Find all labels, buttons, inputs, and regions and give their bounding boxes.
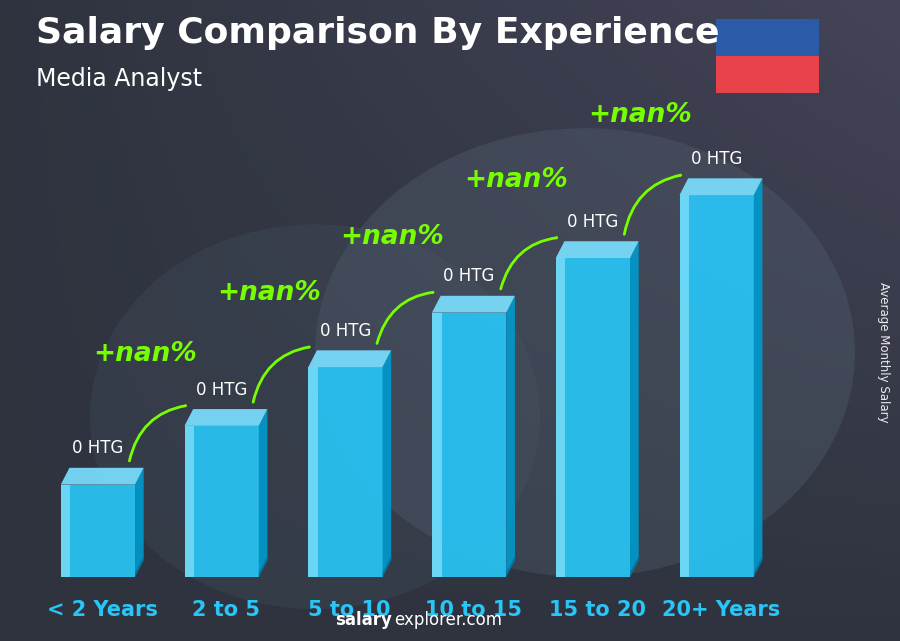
Polygon shape: [680, 195, 754, 577]
Polygon shape: [308, 351, 392, 367]
Polygon shape: [680, 195, 689, 577]
Polygon shape: [680, 178, 762, 195]
Polygon shape: [754, 556, 762, 577]
Text: 5 to 10: 5 to 10: [309, 600, 391, 620]
Polygon shape: [556, 258, 565, 577]
Polygon shape: [308, 367, 318, 577]
Polygon shape: [184, 409, 267, 426]
Polygon shape: [506, 296, 515, 577]
FancyArrowPatch shape: [625, 175, 680, 235]
Text: explorer.com: explorer.com: [394, 612, 502, 629]
Polygon shape: [556, 241, 639, 258]
Polygon shape: [135, 556, 144, 577]
Polygon shape: [432, 313, 506, 577]
Text: +nan%: +nan%: [464, 167, 568, 193]
Bar: [716, 19, 819, 56]
Polygon shape: [506, 556, 515, 577]
Text: 0 HTG: 0 HTG: [72, 439, 123, 457]
Text: Average Monthly Salary: Average Monthly Salary: [878, 282, 890, 423]
Polygon shape: [259, 556, 267, 577]
Polygon shape: [308, 367, 382, 577]
Polygon shape: [432, 296, 515, 313]
Text: 15 to 20: 15 to 20: [549, 600, 645, 620]
Text: 0 HTG: 0 HTG: [444, 267, 495, 285]
FancyArrowPatch shape: [130, 406, 185, 461]
Text: 0 HTG: 0 HTG: [320, 322, 371, 340]
Text: 0 HTG: 0 HTG: [196, 381, 248, 399]
Text: 20+ Years: 20+ Years: [662, 600, 780, 620]
Text: 0 HTG: 0 HTG: [567, 213, 618, 231]
Text: < 2 Years: < 2 Years: [47, 600, 158, 620]
Polygon shape: [432, 313, 442, 577]
Text: 2 to 5: 2 to 5: [192, 600, 260, 620]
Bar: [716, 56, 819, 93]
Polygon shape: [382, 351, 392, 577]
Text: +nan%: +nan%: [217, 280, 320, 306]
Text: 0 HTG: 0 HTG: [691, 150, 742, 168]
Polygon shape: [184, 426, 259, 577]
Polygon shape: [630, 241, 639, 577]
FancyArrowPatch shape: [500, 238, 557, 289]
Ellipse shape: [90, 224, 540, 609]
Text: +nan%: +nan%: [340, 224, 445, 249]
Polygon shape: [754, 178, 762, 577]
Text: +nan%: +nan%: [93, 341, 197, 367]
FancyArrowPatch shape: [377, 292, 433, 344]
Polygon shape: [382, 556, 392, 577]
Polygon shape: [135, 468, 144, 577]
Polygon shape: [630, 556, 639, 577]
Text: Media Analyst: Media Analyst: [36, 67, 202, 91]
Ellipse shape: [315, 128, 855, 577]
Text: Salary Comparison By Experience: Salary Comparison By Experience: [36, 16, 719, 50]
Polygon shape: [184, 426, 194, 577]
Text: salary: salary: [335, 612, 392, 629]
Text: 10 to 15: 10 to 15: [425, 600, 522, 620]
Polygon shape: [61, 485, 135, 577]
Polygon shape: [556, 258, 630, 577]
Text: +nan%: +nan%: [588, 102, 692, 128]
Polygon shape: [61, 468, 144, 485]
Polygon shape: [61, 485, 70, 577]
FancyArrowPatch shape: [253, 347, 310, 402]
Polygon shape: [259, 409, 267, 577]
